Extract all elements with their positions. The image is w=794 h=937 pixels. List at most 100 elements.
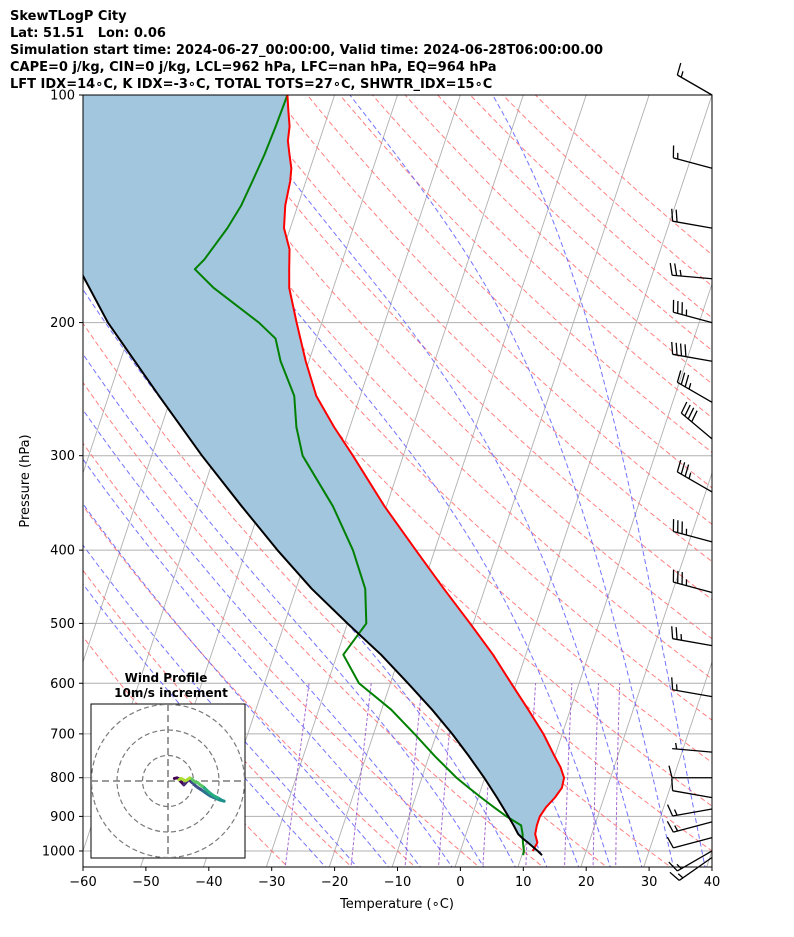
isotherm-line	[83, 95, 84, 97]
barb-flag	[687, 407, 695, 420]
isotherm-line	[391, 95, 650, 867]
barb-staff	[672, 747, 713, 753]
isotherm-line	[706, 849, 712, 867]
moist-adiabat-line	[227, 95, 643, 867]
barb-flag	[679, 343, 683, 356]
wind-barbs	[666, 62, 713, 881]
dry-adiabat-line	[143, 95, 712, 680]
barb-staff	[672, 353, 713, 362]
barb-flag	[675, 209, 678, 223]
wind-barb	[666, 804, 713, 817]
moist-adiabat-line	[136, 95, 611, 867]
barb-staff	[673, 581, 713, 594]
x-tick-label: 40	[704, 875, 721, 890]
barb-half-flag	[679, 269, 682, 277]
barb-staff	[677, 471, 713, 493]
mixing-ratio-line	[404, 683, 423, 867]
barb-staff	[672, 638, 713, 647]
barb-half-flag	[675, 742, 678, 750]
wind-barb	[671, 778, 713, 799]
location-line: Lat: 51.51 Lon: 0.06	[10, 26, 166, 41]
y-tick-label: 200	[50, 316, 75, 331]
moist-adiabat-line	[83, 353, 485, 867]
y-tick-label: 1000	[42, 844, 75, 859]
cape-cin-shading	[83, 95, 565, 851]
barb-flag	[666, 821, 674, 833]
y-tick-label: 300	[50, 449, 75, 464]
mixing-ratio-line	[284, 683, 310, 867]
wind-barb	[671, 626, 713, 647]
chart-header: SkewTLogP City Lat: 51.51 Lon: 0.06 Simu…	[10, 8, 603, 93]
series-layer	[83, 95, 566, 856]
dry-adiabat-line	[83, 381, 544, 867]
wind-barb	[671, 677, 713, 698]
barb-flag	[674, 263, 678, 276]
barb-staff	[677, 74, 713, 96]
barb-staff	[677, 850, 713, 872]
dry-adiabat-line	[83, 322, 608, 867]
wind-barb	[671, 208, 713, 229]
wind-barb	[666, 821, 713, 833]
barb-staff	[673, 836, 713, 849]
dewpoint-line	[193, 95, 525, 856]
x-tick-label: −40	[195, 875, 222, 890]
x-tick-label: −50	[132, 875, 159, 890]
barb-flag	[669, 262, 673, 276]
barb-flag	[691, 410, 698, 423]
wind-barb	[672, 299, 713, 324]
axes-layer: −60 −50 −40 −30 −20 −10 0 10 20 30 40 100 200 300 400 5…	[42, 89, 720, 891]
barb-staff	[677, 381, 713, 403]
wind-barb	[672, 569, 713, 594]
barb-half-flag	[680, 71, 684, 78]
temperature-line	[283, 95, 566, 852]
moist-adiabat-line	[83, 409, 453, 867]
barb-flag	[684, 374, 690, 388]
isotherm-line	[265, 95, 524, 867]
x-tick-label: −20	[321, 875, 348, 890]
barb-staff	[673, 821, 713, 833]
barb-staff	[678, 856, 713, 881]
x-tick-label: 0	[456, 875, 464, 890]
time-line: Simulation start time: 2024-06-27_00:00:…	[10, 43, 603, 58]
barb-flag	[676, 370, 682, 383]
wind-barb	[672, 742, 713, 753]
indices-line-1: CAPE=0 j/kg, CIN=0 j/kg, LCL=962 hPa, LF…	[10, 60, 497, 75]
wind-barb	[666, 836, 713, 849]
wind-barb	[672, 145, 713, 169]
barb-staff	[673, 530, 713, 543]
barb-flag	[671, 677, 674, 690]
barb-half-flag	[688, 472, 692, 479]
wind-barb	[669, 856, 713, 881]
dry-adiabat-line	[306, 95, 712, 489]
chart-title: SkewTLogP City	[10, 9, 127, 24]
y-tick-label: 100	[50, 89, 75, 104]
barb-flag	[684, 404, 691, 417]
barb-flag	[666, 836, 674, 849]
barb-flag	[684, 344, 687, 357]
barb-flag	[680, 372, 686, 385]
hodograph-ring	[91, 704, 245, 858]
barb-staff	[672, 274, 713, 280]
x-axis-label: Temperature (∘C)	[339, 897, 454, 912]
barb-flag	[671, 626, 674, 639]
barb-staff	[680, 412, 713, 440]
barb-staff	[672, 790, 713, 799]
y-tick-label: 500	[50, 617, 75, 632]
x-tick-label: −60	[69, 875, 96, 890]
dry-adiabat-line	[371, 95, 712, 419]
barb-flag	[668, 765, 673, 778]
dry-adiabat-line	[83, 442, 480, 867]
x-tick-label: 10	[515, 875, 532, 890]
isotherm-line	[580, 471, 712, 867]
isotherm-line	[643, 660, 712, 867]
moist-adiabat-line	[83, 458, 421, 867]
barb-flag	[671, 208, 674, 222]
y-tick-label: 400	[50, 544, 75, 559]
moist-adiabat-line	[349, 95, 674, 867]
barb-half-flag	[674, 825, 679, 832]
mixing-ratio-line	[615, 683, 621, 867]
moist-adiabat-line	[83, 583, 327, 867]
x-tick-label: 20	[578, 875, 595, 890]
wind-barb	[668, 765, 712, 779]
